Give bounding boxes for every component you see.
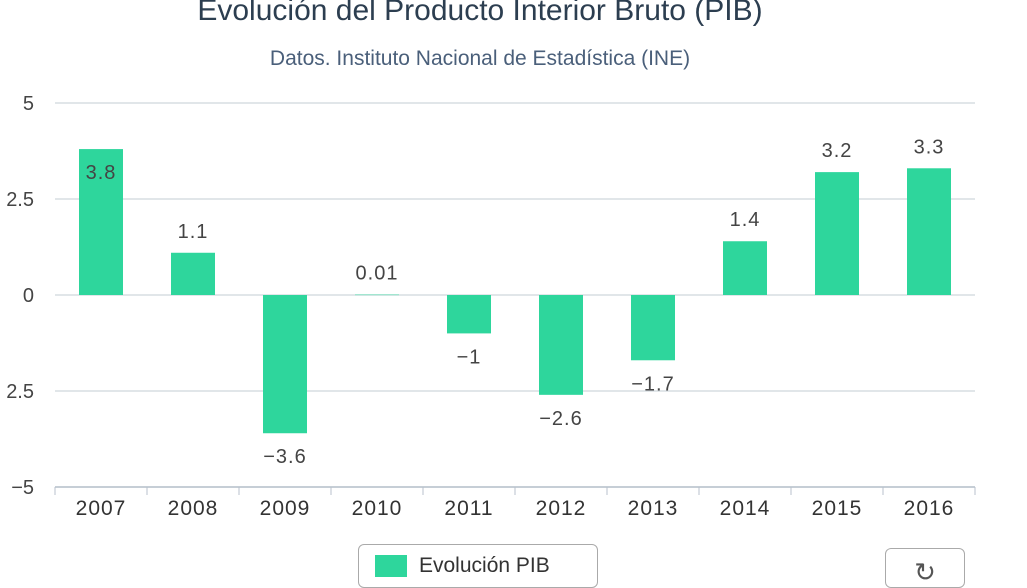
x-tick-label: 2012 [536, 497, 587, 520]
bar-2013 [631, 295, 675, 361]
x-tick-label: 2008 [168, 497, 219, 520]
bar-2008 [171, 252, 215, 295]
data-label: 3.2 [822, 140, 853, 162]
legend-item-evolucion-pib[interactable]: Evolución PIB [358, 544, 598, 588]
bar-2009 [263, 295, 307, 434]
y-tick-label: 2.5 [6, 381, 34, 403]
data-label: 1.4 [730, 209, 761, 231]
y-tick-label: 0 [23, 285, 34, 307]
bar-2010 [355, 294, 399, 296]
data-label: 3.3 [914, 136, 945, 158]
bar-2014 [723, 241, 767, 295]
data-label: 1.1 [178, 221, 209, 243]
legend-label: Evolución PIB [419, 554, 550, 577]
data-label: −3.6 [263, 446, 306, 468]
x-tick-label: 2013 [628, 497, 679, 520]
refresh-button[interactable]: ↻ [885, 548, 965, 588]
y-tick-label: 5 [23, 93, 34, 115]
chart-title: Evolución del Producto Interior Bruto (P… [197, 0, 763, 27]
data-label: −1 [457, 346, 482, 368]
data-label: 0.01 [356, 263, 399, 285]
data-label: −1.7 [631, 373, 674, 395]
bar-2016 [907, 168, 951, 295]
refresh-icon: ↻ [914, 557, 936, 587]
data-label: −2.6 [539, 408, 582, 430]
y-tick-label: 2.5 [6, 189, 34, 211]
bar-2007 [79, 149, 123, 295]
x-tick-label: 2016 [904, 497, 955, 520]
legend-swatch [375, 555, 407, 577]
chart-subtitle: Datos. Instituto Nacional de Estadística… [269, 47, 691, 70]
y-tick-label: −5 [11, 477, 34, 499]
x-tick-label: 2015 [812, 497, 863, 520]
x-tick-label: 2014 [720, 497, 771, 520]
bar-2012 [539, 295, 583, 395]
bar-2011 [447, 295, 491, 334]
x-tick-label: 2011 [444, 497, 493, 520]
data-label: 3.8 [86, 162, 117, 184]
x-tick-label: 2007 [76, 497, 127, 520]
bar-2015 [815, 172, 859, 295]
x-tick-label: 2010 [352, 497, 403, 520]
x-tick-label: 2009 [260, 497, 311, 520]
